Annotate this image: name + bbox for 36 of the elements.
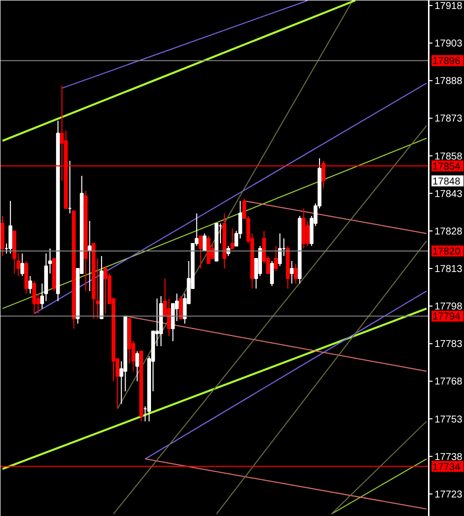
ref-line-label: 17896 — [432, 56, 461, 68]
y-tick-label: 17798 — [434, 302, 463, 313]
candlestick — [32, 280, 36, 314]
y-tick-label: 17828 — [434, 226, 463, 238]
annotation: 17848 — [432, 176, 461, 188]
candlestick — [290, 260, 294, 284]
candlestick — [202, 232, 206, 252]
y-tick-label: 17738 — [434, 452, 463, 463]
candlestick — [306, 220, 310, 246]
y-tick-label: 17768 — [434, 376, 463, 388]
candlestick — [270, 260, 274, 287]
ref-line-label: 17794 — [432, 312, 461, 323]
ref-line-label: 17820 — [432, 246, 461, 258]
candlestick — [167, 298, 171, 337]
y-tick-label: 17783 — [434, 339, 463, 350]
candlestick — [198, 235, 203, 270]
candlestick — [230, 228, 234, 249]
ref-line-label: 17854 — [432, 161, 461, 172]
candlestick — [104, 266, 108, 314]
y-tick-label: 17843 — [434, 188, 463, 200]
y-tick-label: 17888 — [434, 76, 463, 88]
y-tick-label: 17918 — [434, 1, 463, 12]
y-tick-label: 17873 — [434, 114, 463, 125]
candlestick — [278, 232, 282, 267]
candlestick — [8, 200, 12, 254]
y-tick-label: 17753 — [434, 414, 463, 426]
y-tick-label: 17723 — [434, 489, 463, 500]
candlestick — [135, 350, 140, 382]
candlestick — [274, 245, 278, 272]
y-tick-label: 17903 — [434, 38, 463, 50]
candlestick — [20, 252, 24, 277]
y-tick-label: 17858 — [434, 151, 463, 162]
candlestick — [28, 276, 32, 294]
ref-line-label: 17734 — [432, 462, 461, 473]
candlestick — [294, 263, 298, 284]
y-tick-label: 17813 — [434, 264, 463, 276]
